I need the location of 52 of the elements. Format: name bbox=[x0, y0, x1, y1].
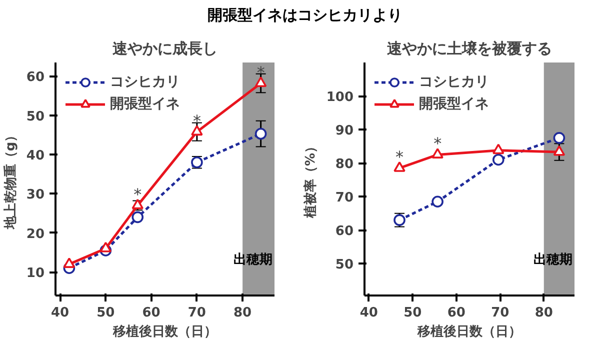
point bbox=[100, 242, 112, 252]
x-tick-label: 70 bbox=[491, 306, 510, 320]
y-tick-label: 100 bbox=[326, 90, 354, 106]
y-tick-label: 30 bbox=[26, 188, 45, 203]
x-axis-title: 移植後日数（日） bbox=[112, 324, 217, 340]
y-tick-label: 90 bbox=[335, 124, 354, 139]
annotation: * bbox=[396, 148, 404, 167]
chart-title: 速やかに成長し bbox=[112, 40, 218, 58]
y-tick-label: 10 bbox=[26, 266, 45, 282]
annotation: * bbox=[134, 184, 142, 204]
legend-label: コシヒカリ bbox=[419, 73, 489, 91]
text: 開張型イネはコシヒカリより bbox=[208, 5, 402, 26]
y-tick-label: 80 bbox=[335, 157, 354, 172]
y-tick-label: 20 bbox=[26, 226, 45, 242]
point bbox=[553, 145, 566, 156]
x-tick-label: 50 bbox=[404, 306, 422, 320]
y-tick-label: 40 bbox=[26, 148, 45, 164]
y-tick-label: 50 bbox=[26, 109, 45, 124]
y-axis-title: 植被率（%） bbox=[302, 140, 318, 220]
point bbox=[63, 258, 76, 268]
chart-title: 速やかに土壌を被覆する bbox=[387, 40, 552, 58]
band-label: 出穂期 bbox=[534, 252, 572, 268]
point bbox=[254, 128, 267, 140]
x-tick-label: 80 bbox=[234, 306, 252, 320]
point bbox=[254, 76, 267, 88]
band-label: 出穂期 bbox=[234, 252, 272, 268]
annotation: * bbox=[192, 111, 201, 130]
x-tick-label: 40 bbox=[51, 306, 70, 320]
x-tick-label: 70 bbox=[188, 306, 206, 320]
legend-label: 開張型イネ bbox=[419, 95, 489, 113]
annotation: * bbox=[434, 134, 442, 154]
x-tick-label: 60 bbox=[447, 306, 466, 320]
x-axis-title: 移植後日数（日） bbox=[416, 324, 522, 340]
point bbox=[492, 144, 504, 154]
y-tick-label: 50 bbox=[335, 258, 354, 273]
y-tick-label: 70 bbox=[335, 190, 354, 206]
point bbox=[132, 211, 144, 224]
y-tick-label: 60 bbox=[26, 70, 45, 86]
point bbox=[432, 196, 444, 208]
y-tick-label: 60 bbox=[335, 224, 354, 240]
point bbox=[432, 148, 444, 158]
annotation: * bbox=[256, 62, 265, 82]
y-axis-title: 地上乾物重（g） bbox=[2, 128, 18, 230]
x-tick-label: 50 bbox=[96, 306, 115, 320]
x-tick-label: 40 bbox=[360, 306, 378, 320]
point bbox=[191, 125, 203, 136]
x-tick-label: 60 bbox=[142, 306, 160, 320]
x-tick-label: 80 bbox=[534, 306, 553, 320]
legend-label: コシヒカリ bbox=[110, 73, 180, 91]
legend-label: 開張型イネ bbox=[110, 95, 180, 113]
point bbox=[394, 161, 406, 172]
point bbox=[492, 154, 504, 166]
